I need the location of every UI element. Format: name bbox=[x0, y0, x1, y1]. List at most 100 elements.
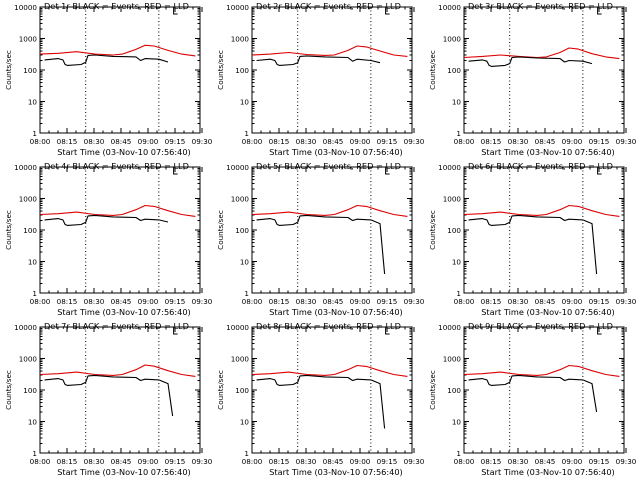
y-tick-label: 10 bbox=[28, 258, 38, 267]
plot-frame bbox=[39, 326, 201, 454]
y-tick-label: 100 bbox=[235, 66, 249, 75]
x-axis-label: Start Time (03-Nov-10 07:56:40) bbox=[269, 307, 403, 317]
x-tick-label: 09:15 bbox=[589, 137, 610, 146]
x-tick-label: 09:30 bbox=[616, 137, 637, 146]
x-tick-label: 08:15 bbox=[57, 137, 78, 146]
x-tick-label: 09:30 bbox=[192, 137, 213, 146]
x-tick-label: 08:15 bbox=[269, 457, 290, 466]
y-tick-label: 1 bbox=[244, 449, 249, 458]
x-tick-label: 09:00 bbox=[138, 457, 159, 466]
x-tick-label: 08:30 bbox=[84, 457, 105, 466]
y-tick-label: 10 bbox=[452, 98, 462, 107]
y-tick-label: 1000 bbox=[19, 195, 38, 204]
series-line-events bbox=[256, 55, 381, 66]
series-line-lld bbox=[463, 364, 620, 377]
y-tick-label: 100 bbox=[235, 386, 249, 395]
y-tick-label: 10000 bbox=[14, 323, 37, 332]
top-marker bbox=[597, 7, 602, 15]
series-line-lld bbox=[463, 204, 620, 217]
x-axis-label: Start Time (03-Nov-10 07:56:40) bbox=[269, 467, 403, 477]
x-tick-label: 08:00 bbox=[454, 297, 475, 306]
x-tick-label: 08:45 bbox=[111, 297, 132, 306]
x-tick-label: 08:15 bbox=[481, 457, 502, 466]
series-line-lld bbox=[39, 44, 196, 57]
series-line-lld bbox=[39, 364, 196, 377]
y-tick-label: 1 bbox=[32, 449, 37, 458]
y-tick-label: 100 bbox=[447, 226, 461, 235]
y-tick-label: 10 bbox=[452, 258, 462, 267]
y-axis-label: Counts/sec bbox=[216, 210, 225, 250]
y-tick-label: 1 bbox=[244, 129, 249, 138]
x-tick-label: 09:00 bbox=[562, 297, 583, 306]
series-line-events bbox=[468, 214, 598, 275]
x-tick-label: 09:00 bbox=[350, 297, 371, 306]
chart-panel: Det 9r BLACK = Events, RED = LLD 1 10 100 10… bbox=[428, 321, 637, 477]
x-tick-label: 08:15 bbox=[57, 457, 78, 466]
chart-panel: Det 4r BLACK = Events, RED = LLD 1 10 100 10… bbox=[4, 161, 213, 317]
series-line-lld bbox=[251, 364, 408, 377]
x-tick-label: 08:00 bbox=[30, 137, 51, 146]
y-axis-label: Counts/sec bbox=[216, 370, 225, 410]
y-tick-label: 10000 bbox=[14, 163, 37, 172]
y-tick-label: 10000 bbox=[226, 323, 249, 332]
y-axis-label: Counts/sec bbox=[4, 50, 13, 90]
x-tick-label: 09:15 bbox=[589, 297, 610, 306]
panel-title: Det 9r BLACK = Events, RED = LLD bbox=[468, 321, 613, 331]
x-tick-label: 09:00 bbox=[350, 137, 371, 146]
plot-frame bbox=[251, 326, 413, 454]
y-tick-label: 1000 bbox=[443, 35, 462, 44]
x-axis-label: Start Time (03-Nov-10 07:56:40) bbox=[481, 307, 615, 317]
y-tick-label: 10 bbox=[452, 418, 462, 427]
y-axis-label: Counts/sec bbox=[428, 370, 437, 410]
y-axis-label: Counts/sec bbox=[428, 210, 437, 250]
x-tick-label: 08:00 bbox=[30, 297, 51, 306]
y-tick-label: 1000 bbox=[443, 195, 462, 204]
x-tick-label: 09:30 bbox=[404, 457, 425, 466]
top-marker bbox=[385, 327, 390, 335]
y-tick-label: 1 bbox=[244, 289, 249, 298]
top-marker bbox=[385, 167, 390, 175]
x-tick-label: 08:15 bbox=[481, 297, 502, 306]
plot-frame bbox=[251, 6, 413, 134]
x-tick-label: 08:30 bbox=[296, 457, 317, 466]
y-tick-label: 10000 bbox=[438, 323, 461, 332]
y-tick-label: 1000 bbox=[443, 355, 462, 364]
x-tick-label: 09:30 bbox=[616, 297, 637, 306]
series-line-lld bbox=[39, 204, 196, 217]
y-tick-label: 10 bbox=[28, 98, 38, 107]
x-tick-label: 08:00 bbox=[454, 137, 475, 146]
x-tick-label: 08:00 bbox=[242, 137, 263, 146]
x-tick-label: 08:30 bbox=[84, 137, 105, 146]
x-tick-label: 08:30 bbox=[84, 297, 105, 306]
y-tick-label: 100 bbox=[23, 226, 37, 235]
x-tick-label: 08:45 bbox=[323, 137, 344, 146]
x-tick-label: 08:45 bbox=[535, 297, 556, 306]
x-tick-label: 08:30 bbox=[508, 457, 529, 466]
y-tick-label: 1000 bbox=[231, 35, 250, 44]
y-axis-label: Counts/sec bbox=[4, 370, 13, 410]
panel-title: Det 7r BLACK = Events, RED = LLD bbox=[44, 321, 189, 331]
y-tick-label: 10000 bbox=[438, 3, 461, 12]
chart-panel: Det 1r BLACK = Events, RED = LLD 1 10 100 10… bbox=[4, 1, 213, 157]
x-tick-label: 08:45 bbox=[535, 457, 556, 466]
x-tick-label: 09:15 bbox=[165, 297, 186, 306]
x-axis-label: Start Time (03-Nov-10 07:56:40) bbox=[57, 467, 191, 477]
chart-panel: Det 8r BLACK = Events, RED = LLD 1 10 100 10… bbox=[216, 321, 425, 477]
y-axis-label: Counts/sec bbox=[4, 210, 13, 250]
x-tick-label: 09:30 bbox=[192, 297, 213, 306]
y-tick-label: 1 bbox=[456, 289, 461, 298]
y-tick-label: 10 bbox=[240, 98, 250, 107]
y-tick-label: 10 bbox=[240, 258, 250, 267]
top-marker bbox=[385, 7, 390, 15]
x-tick-label: 08:15 bbox=[269, 137, 290, 146]
x-tick-label: 09:15 bbox=[377, 137, 398, 146]
x-tick-label: 09:15 bbox=[589, 457, 610, 466]
y-tick-label: 10000 bbox=[226, 3, 249, 12]
x-tick-label: 09:00 bbox=[562, 137, 583, 146]
y-tick-label: 1 bbox=[32, 289, 37, 298]
panel-title: Det 1r BLACK = Events, RED = LLD bbox=[44, 1, 189, 11]
x-tick-label: 08:45 bbox=[535, 137, 556, 146]
panel-title: Det 2r BLACK = Events, RED = LLD bbox=[256, 1, 401, 11]
x-tick-label: 09:00 bbox=[138, 297, 159, 306]
